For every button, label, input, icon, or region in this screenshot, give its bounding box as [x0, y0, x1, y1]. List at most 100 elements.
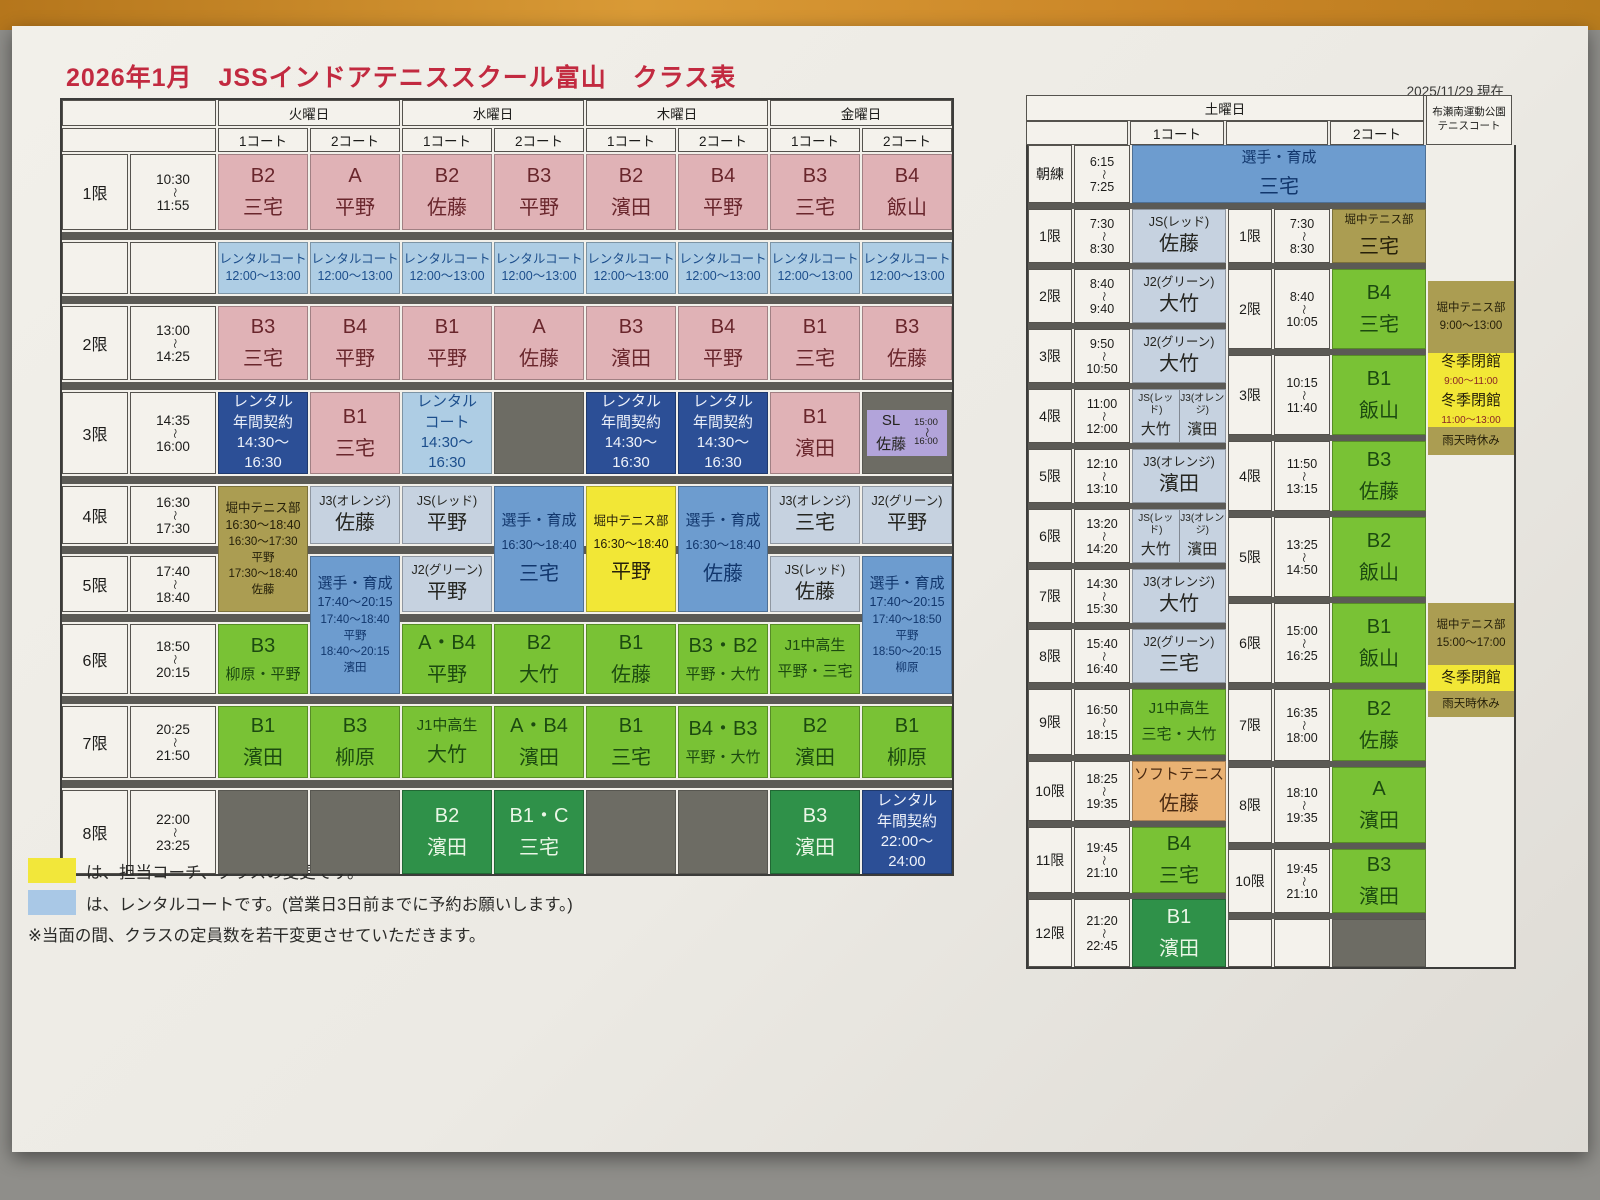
row-separator	[62, 296, 952, 304]
cell-text: レンタル	[232, 393, 293, 411]
cell-text: 16:30〜18:40	[501, 538, 577, 553]
info-block: 冬季閉館 9:00〜11:00 冬季閉館 11:00〜13:00	[1428, 353, 1514, 427]
class-cell: B4 平野	[310, 306, 400, 380]
period-label: 11限	[1028, 827, 1072, 893]
cell-text: B4	[342, 315, 368, 338]
time-range: 7:30 〜 8:30	[1074, 209, 1130, 263]
time-range: 16:35 〜 18:00	[1274, 689, 1330, 761]
cell-text: JS(レッド)	[784, 563, 846, 578]
time-range: 13:20 〜 14:20	[1074, 509, 1130, 563]
class-cell: レンタル 年間契約 14:30〜 16:30	[218, 392, 308, 474]
cell-text: 堀中テニス部	[1344, 213, 1414, 226]
cell-text: 大竹	[1140, 541, 1171, 559]
cell-text: J1中高生	[1148, 699, 1210, 717]
time-text: 〜	[1097, 351, 1108, 361]
class-cell: B3 平野	[494, 154, 584, 230]
day-header: 土曜日	[1026, 95, 1424, 121]
cell-text: J3(オレンジ)	[1143, 455, 1215, 470]
court1-group: 1限 7:30 〜 8:30 JS(レッド) 佐藤 2限 8:40 〜 9:40 J2(グリーン) 大…	[1028, 209, 1226, 967]
cell-text: 佐藤	[1159, 233, 1199, 256]
cell-text: 三宅	[795, 197, 835, 219]
cell-text: 年間契約	[876, 812, 937, 830]
cell-text: J3(オレンジ)	[1143, 575, 1215, 590]
time-text: 22:00	[156, 811, 190, 827]
cell-text: 平野	[335, 197, 375, 219]
empty-cell	[218, 790, 308, 874]
time-text: 〜	[168, 510, 179, 520]
schedule-row: 7限 16:35 〜 18:00 B2 佐藤	[1228, 689, 1426, 761]
time-text: 〜	[1097, 531, 1108, 541]
period-label: 3限	[62, 392, 128, 474]
cell-text: 濱田	[795, 747, 835, 769]
time-text: 16:00	[156, 438, 190, 454]
time-text: 〜	[1297, 471, 1308, 481]
schedule-row: 10限 19:45 〜 21:10 B3 濱田	[1228, 849, 1426, 913]
class-cell: レンタル 年間契約 22:00〜 24:00	[862, 790, 952, 874]
class-cell: B2 濱田	[770, 706, 860, 778]
class-cell: B2 三宅	[218, 154, 308, 230]
time-text: 13:20	[1086, 516, 1118, 531]
cell-text: 佐藤	[1159, 792, 1199, 815]
cell-text: B3	[802, 164, 828, 187]
class-cell: B2 大竹	[494, 624, 584, 694]
time-range: 18:50 〜 20:15	[130, 624, 216, 694]
class-cell: B1 濱田	[218, 706, 308, 778]
cell-text: 三宅・大竹	[1141, 726, 1217, 743]
time-text: 〜	[1097, 717, 1108, 727]
time-range: 13:25 〜 14:50	[1274, 517, 1330, 597]
time-text: 16:40	[1086, 661, 1118, 676]
time-text: 20:15	[156, 664, 190, 680]
saturday-groups: 1限 7:30 〜 8:30 JS(レッド) 佐藤 2限 8:40 〜 9:40 J2(グリーン) 大…	[1028, 209, 1426, 967]
cell-text: A	[532, 315, 546, 338]
cell-text: B4	[1366, 281, 1392, 304]
class-cell: B4 三宅	[1332, 269, 1426, 349]
cell-text: レンタル	[876, 792, 937, 810]
cell-text: B3	[342, 714, 368, 737]
cell-text: レンタルコート	[679, 251, 767, 266]
time-range: 14:35 〜 16:00	[130, 392, 216, 474]
row-separator	[1228, 349, 1426, 355]
class-cell: B4 飯山	[862, 154, 952, 230]
class-cell: J3(オレンジ) 佐藤	[310, 486, 400, 544]
time-text: 〜	[1297, 800, 1308, 810]
cell-text: 三宅	[335, 438, 375, 460]
cell-text: 雨天時休み	[1442, 697, 1500, 710]
cell-text: B2	[618, 164, 644, 187]
row-separator	[1028, 893, 1226, 899]
cell-text: B3	[1366, 448, 1392, 471]
time-text: 22:45	[1086, 938, 1118, 953]
period-label: 2限	[1228, 269, 1272, 349]
class-cell: B1 平野	[402, 306, 492, 380]
time-range: 18:25 〜 19:35	[1074, 761, 1130, 821]
cell-text: 大竹	[1159, 293, 1199, 316]
time-text: 13:00	[156, 322, 190, 338]
class-cell: レンタルコート 12:00〜13:00	[586, 242, 676, 294]
class-cell: B3 佐藤	[862, 306, 952, 380]
time-text: 〜	[1097, 928, 1108, 938]
cell-text: 濱田	[427, 837, 467, 859]
cell-text: 16:30	[428, 454, 466, 472]
empty-cell	[1332, 919, 1426, 967]
schedule-row: 6限 13:20 〜 14:20 JS(レッド) 大竹 J3(オレンジ) 濱田	[1028, 509, 1226, 563]
cell-text: JS(レッド)	[1148, 215, 1210, 230]
time-range: 8:40 〜 10:05	[1274, 269, 1330, 349]
row-separator	[1228, 263, 1426, 269]
class-cell: A 佐藤	[494, 306, 584, 380]
cell-text: 佐藤	[335, 512, 375, 535]
cell-text: 三宅	[519, 837, 559, 859]
cell-text: 佐藤	[519, 348, 559, 370]
cell-text: 17:40〜18:50	[872, 613, 942, 626]
cell-text: B1	[1366, 367, 1392, 390]
class-cell: B3 三宅	[218, 306, 308, 380]
cell-text: 平野	[427, 348, 467, 370]
class-cell: 選手・育成 16:30〜18:40 三宅	[494, 486, 584, 612]
period-label: 12限	[1028, 899, 1072, 967]
schedule-row: 11限 19:45 〜 21:10 B4 三宅	[1028, 827, 1226, 893]
cell-text: 飯山	[887, 197, 927, 219]
cell-text: 堀中テニス部	[1436, 301, 1506, 314]
time-text: 16:35	[1286, 705, 1318, 720]
time-text: 13:25	[1286, 537, 1318, 552]
period-label: 1限	[1228, 209, 1272, 263]
court-header: 1コート	[770, 128, 860, 152]
cell-text: B1	[618, 631, 644, 654]
